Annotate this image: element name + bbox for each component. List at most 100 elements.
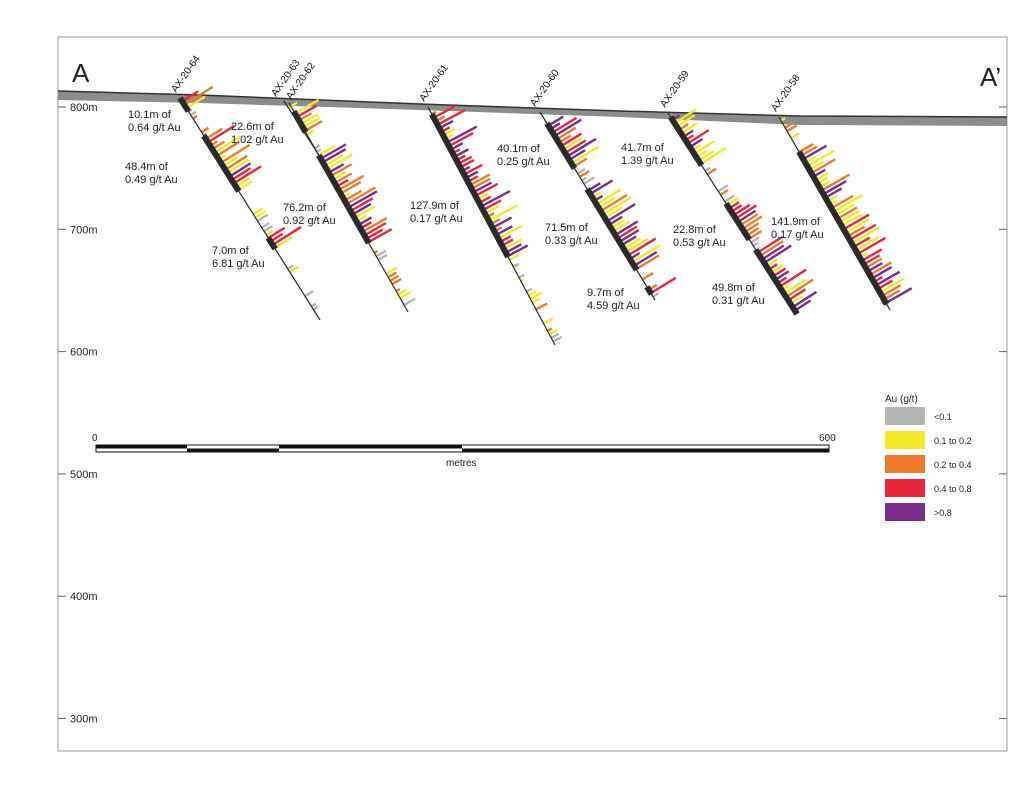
assay-bar (786, 124, 798, 133)
assay-bar (296, 104, 318, 118)
legend-label: 0.1 to 0.2 (934, 436, 972, 446)
assay-bar (750, 236, 761, 244)
assay-bar (488, 204, 518, 222)
assay-bar (554, 118, 582, 137)
assay-bar (794, 299, 812, 312)
assay-bar (271, 225, 302, 246)
assay-bar (834, 203, 856, 217)
assay-bar (312, 306, 319, 311)
intercept-label: 41.7m of (621, 142, 665, 154)
assay-bar (863, 254, 881, 266)
elevation-tick-label: 400m (70, 591, 98, 603)
assay-bar (595, 188, 622, 206)
assay-bar (849, 223, 877, 241)
assay-bar (687, 129, 710, 145)
intercept-bar (723, 201, 752, 242)
assay-bar (399, 290, 412, 300)
assay-bar (231, 167, 252, 181)
intercept-label: 4.59 g/t Au (587, 300, 640, 312)
assay-bar (482, 199, 502, 212)
assay-bar (810, 158, 836, 175)
intercept-label: 40.1m of (497, 143, 541, 155)
assay-bar (791, 290, 818, 309)
legend-label: <0.1 (934, 412, 952, 422)
assay-bar (763, 244, 792, 264)
assay-bar (304, 120, 323, 132)
intercept-label: 71.5m of (545, 222, 589, 234)
assay-bar (207, 124, 235, 144)
intercept-label: 0.17 g/t Au (771, 229, 824, 241)
assay-bar (373, 249, 379, 254)
assay-bar (448, 132, 474, 148)
assay-bar (314, 144, 321, 150)
legend-swatch (885, 407, 925, 425)
assay-bar (564, 139, 587, 155)
intercept-label: 0.92 g/t Au (283, 215, 336, 227)
assay-bar (612, 220, 631, 233)
assay-bar (680, 122, 698, 135)
assay-bar (652, 292, 660, 298)
assay-bar (213, 135, 241, 154)
assay-bar (318, 144, 336, 157)
assay-bar (403, 297, 416, 307)
assay-bar (377, 253, 388, 261)
assay-bar (387, 271, 398, 279)
assay-bar (192, 114, 198, 120)
legend-label: 0.2 to 0.4 (934, 460, 972, 470)
assay-bar (871, 265, 893, 280)
assay-bar (623, 237, 641, 250)
assay-bar (395, 287, 401, 293)
intercept-label: 6.81 g/t Au (212, 258, 265, 270)
assay-bar (215, 140, 240, 158)
intercept-bar (429, 112, 511, 259)
assay-bar (531, 297, 541, 304)
assay-bar (881, 284, 902, 298)
assay-bar (735, 204, 757, 220)
assay-bar (604, 206, 623, 219)
assay-bar (190, 110, 197, 117)
intercept-label: 10.1m of (128, 109, 172, 121)
assay-bar (294, 98, 320, 115)
assay-bar (650, 276, 677, 295)
assay-bar (700, 147, 727, 166)
intercept-label: 0.53 g/t Au (673, 237, 726, 249)
assay-bar (783, 278, 806, 295)
scale-bar-end-label: 600 (819, 433, 836, 444)
scale-bar-start-label: 0 (92, 433, 98, 444)
assay-bar (469, 173, 491, 187)
assay-bar (560, 132, 583, 148)
assay-bar (267, 226, 286, 240)
assay-bar (300, 112, 320, 125)
legend-swatch (885, 479, 925, 497)
assay-bar (389, 274, 400, 282)
elevation-tick-label: 500m (70, 469, 98, 481)
assay-bar (233, 165, 262, 185)
assay-bar (885, 287, 913, 305)
intercept-bar (668, 115, 705, 167)
assay-bar (581, 176, 587, 182)
assay-bar (543, 317, 554, 325)
assay-bar (861, 248, 883, 262)
assay-bar (518, 273, 525, 279)
assay-bar (320, 143, 347, 160)
assay-bar (187, 108, 193, 113)
assay-bar (337, 174, 365, 192)
assay-bar (556, 126, 577, 141)
assay-bar (472, 181, 493, 194)
assay-bar (830, 194, 854, 210)
assay-bar (635, 254, 660, 271)
assay-bar (287, 264, 294, 270)
intercept-bar (177, 96, 191, 113)
assay-bar (840, 213, 863, 227)
assay-bar (343, 189, 363, 202)
assay-bar (254, 210, 267, 219)
scale-bar-segment (279, 445, 462, 449)
elevation-tick-label: 600m (70, 347, 98, 359)
assay-bar (306, 129, 314, 136)
assay-bar (497, 224, 523, 240)
topographic-surface-line (57, 90, 1008, 118)
assay-bar (855, 235, 880, 252)
assay-bar (669, 113, 675, 118)
